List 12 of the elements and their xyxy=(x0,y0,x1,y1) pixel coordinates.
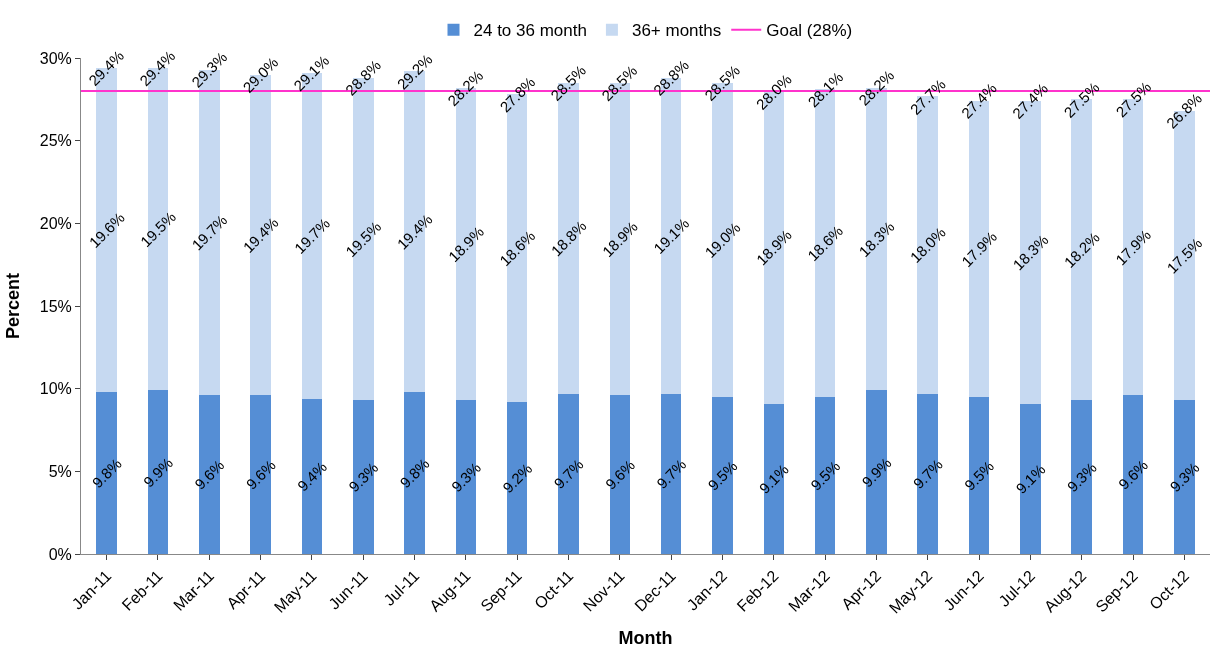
x-axis-title: Month xyxy=(618,627,673,648)
y-tick-label: 30% xyxy=(39,49,72,67)
legend-label: 36+ months xyxy=(631,21,722,41)
y-tick-label: 5% xyxy=(48,462,72,480)
legend-label: 24 to 36 month xyxy=(473,21,587,41)
y-axis-title: Percent xyxy=(2,272,23,340)
y-tick-label: 10% xyxy=(39,380,72,398)
y-tick-label: 0% xyxy=(48,545,72,563)
legend-label: Goal (28%) xyxy=(766,21,853,41)
y-tick-label: 15% xyxy=(39,297,72,315)
y-tick-label: 25% xyxy=(39,132,72,150)
y-tick-label: 20% xyxy=(39,214,72,232)
